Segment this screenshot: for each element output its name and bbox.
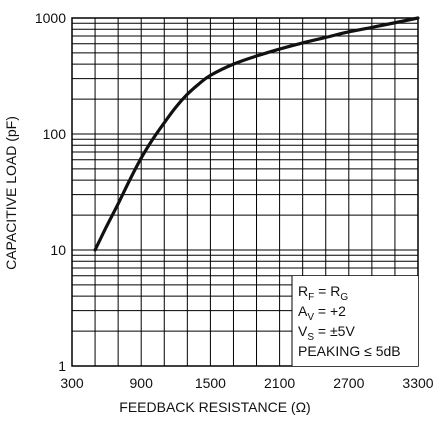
tick-labels: 300 900 1500 2100 2700 3300 1 10 100 1000: [35, 10, 434, 391]
x-tick-label: 300: [60, 375, 84, 391]
annotation-line: PEAKING ≤ 5dB: [298, 343, 401, 359]
x-tick-label: 3300: [402, 375, 433, 391]
y-tick-label: 1: [58, 358, 66, 374]
annotation-line: AV = +2: [298, 303, 346, 323]
x-tick-label: 2100: [264, 375, 295, 391]
x-tick-label: 2700: [333, 375, 364, 391]
y-tick-label: 10: [50, 242, 66, 258]
x-tick-label: 1500: [195, 375, 226, 391]
y-tick-label: 100: [43, 126, 67, 142]
x-tick-label: 900: [130, 375, 154, 391]
annotation-line: VS = ±5V: [298, 323, 355, 343]
data-series-line: [93, 16, 420, 252]
annotation-background: [292, 276, 418, 366]
plot-area: [71, 16, 420, 367]
grid-lines: [71, 17, 419, 367]
plot-frame: [71, 17, 419, 367]
y-axis-label: CAPACITIVE LOAD (pF): [3, 116, 19, 270]
annotation-line: RF = RG: [298, 283, 348, 303]
y-tick-label: 1000: [35, 10, 66, 26]
x-axis-label: FEEDBACK RESISTANCE (Ω): [119, 399, 310, 415]
